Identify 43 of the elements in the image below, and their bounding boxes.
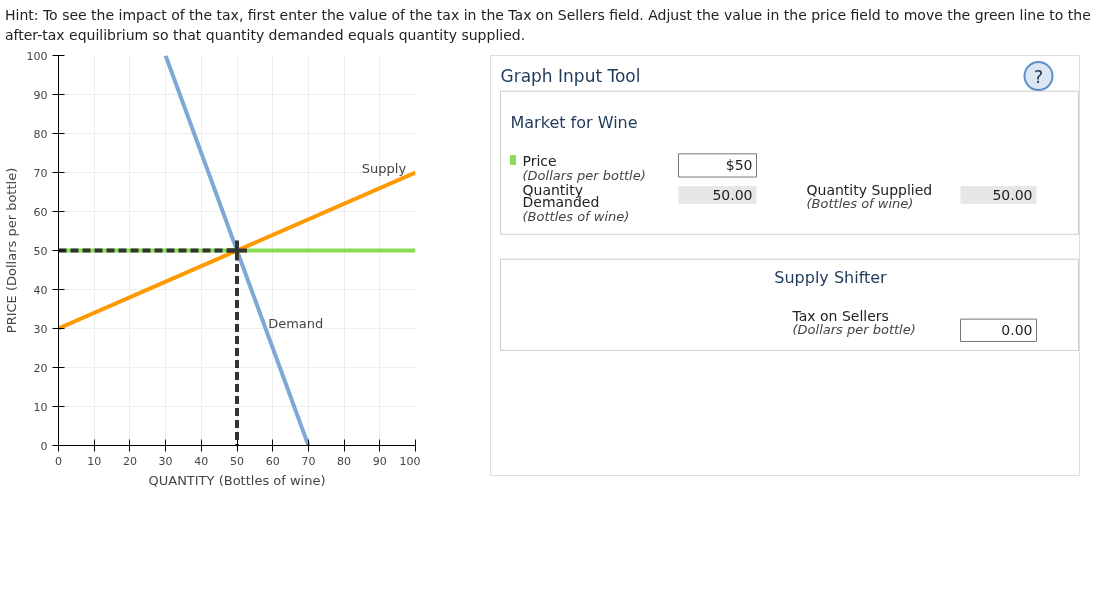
y-tick-label: 50 [33,244,48,258]
text: (Bottles of wine) [806,196,914,212]
series-label: Supply [361,161,407,177]
x-tick-label: 0 [55,454,62,468]
y-tick-label: 90 [33,88,48,102]
y-tick-label: 0 [40,439,48,453]
y-tick-label: 100 [26,49,48,63]
text: (Dollars per bottle) [522,167,646,183]
x-tick-label: 90 [372,454,387,468]
text: Market for Wine [510,113,638,133]
text: Supply Shifter [774,267,888,287]
text: (Dollars per bottle) [792,322,916,338]
text: Quantity Supplied [806,181,933,198]
text: 50.00 [992,186,1033,203]
text: Hint: To see the impact of the tax, first enter the value of the tax in the Tax on Sellers field. Adjust the value in the price field to move the green line to the after-tax equilibrium so that quantity demanded equals quantity supplied. [5,6,1092,45]
x-tick-label: 30 [158,454,173,468]
text: $50 [725,157,753,174]
y-axis-title: PRICE (Dollars per bottle) [3,167,19,334]
y-tick-label: 40 [33,283,48,297]
text: 50.00 [712,186,753,203]
x-tick-label: 40 [194,454,209,468]
x-tick-label: 60 [265,454,280,468]
series-label: Demand [268,315,324,331]
x-axis-title: QUANTITY (Bottles of wine) [148,472,326,488]
text: Quantity [522,181,583,198]
text: Tax on Sellers [791,307,889,324]
text: Graph Input Tool [500,66,641,87]
y-tick-label: 60 [33,205,48,219]
text: (Bottles of wine) [522,208,630,224]
y-tick-label: 70 [33,166,48,180]
x-tick-label: 100 [399,454,421,468]
y-tick-label: 30 [33,322,48,336]
x-tick-label: 20 [122,454,137,468]
x-tick-label: 80 [337,454,352,468]
y-tick-label: 20 [33,361,48,375]
x-tick-label: 50 [230,454,244,468]
x-tick-label: 10 [87,454,102,468]
text: 0.00 [1001,321,1033,338]
x-tick-label: 70 [301,454,316,468]
y-tick-label: 10 [33,400,48,414]
text: ? [1033,65,1044,87]
legend-label: Price [522,152,557,169]
y-tick-label: 80 [33,127,48,141]
